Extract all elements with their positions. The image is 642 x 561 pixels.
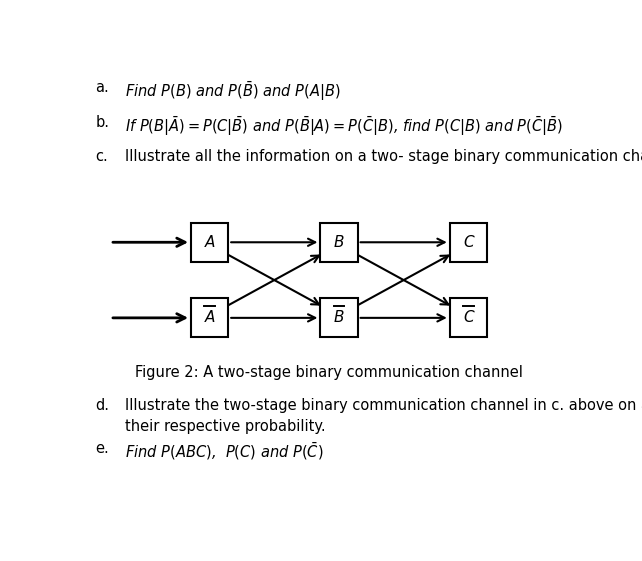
Text: c.: c. <box>95 149 108 164</box>
FancyBboxPatch shape <box>449 298 487 337</box>
FancyBboxPatch shape <box>449 223 487 261</box>
Text: d.: d. <box>95 398 109 413</box>
FancyBboxPatch shape <box>320 298 358 337</box>
Text: B: B <box>334 234 344 250</box>
Text: A: A <box>204 310 215 325</box>
Text: Illustrate the two-stage binary communication channel in c. above on a tree diag: Illustrate the two-stage binary communic… <box>125 398 642 413</box>
Text: Find $P(B)$ and $P(\bar{B})$ and $P(A|B)$: Find $P(B)$ and $P(\bar{B})$ and $P(A|B)… <box>125 80 341 103</box>
Text: If $P(B|\bar{A}) = P(C|\bar{B})$ and $P(\bar{B}|A) = P(\bar{C}|B)$, find $P(C|B): If $P(B|\bar{A}) = P(C|\bar{B})$ and $P(… <box>125 115 563 138</box>
Text: b.: b. <box>95 115 109 130</box>
Text: their respective probability.: their respective probability. <box>125 420 325 434</box>
FancyBboxPatch shape <box>191 298 229 337</box>
Text: Figure 2: A two-stage binary communication channel: Figure 2: A two-stage binary communicati… <box>135 365 523 380</box>
Text: a.: a. <box>95 80 109 95</box>
Text: A: A <box>204 234 215 250</box>
Text: Find $P(ABC)$,  $P(C)$ and $P(\bar{C})$: Find $P(ABC)$, $P(C)$ and $P(\bar{C})$ <box>125 441 324 462</box>
Text: e.: e. <box>95 441 109 456</box>
Text: Illustrate all the information on a two- stage binary communication channel in f: Illustrate all the information on a two-… <box>125 149 642 164</box>
Text: B: B <box>334 310 344 325</box>
FancyBboxPatch shape <box>320 223 358 261</box>
Text: C: C <box>463 310 474 325</box>
FancyBboxPatch shape <box>191 223 229 261</box>
Text: C: C <box>463 234 474 250</box>
